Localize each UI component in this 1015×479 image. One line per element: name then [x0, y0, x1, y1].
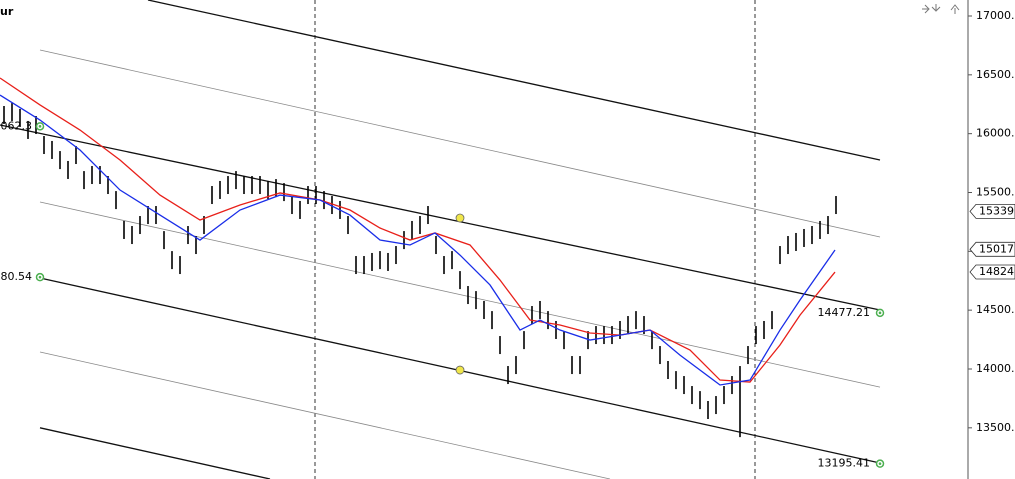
anchor-point-dot [878, 462, 882, 465]
price-tag-label: 15017.1 [979, 242, 1015, 255]
arrow-right-icon[interactable] [922, 4, 930, 14]
anchor-label: 13195.41 [818, 457, 871, 470]
price-tag-label: 15339.3 [979, 204, 1015, 217]
anchor-label: 16062.3 [0, 119, 32, 132]
price-tag [969, 241, 1015, 257]
anchor-point-dot [38, 275, 42, 279]
moving-average [0, 94, 836, 386]
y-tick-label: 13500.0 [976, 421, 1015, 434]
axis-background [968, 0, 1015, 479]
anchor-label: 14780.54 [0, 270, 32, 283]
y-tick-label: 16000.0 [976, 127, 1015, 140]
channel-line [0, 124, 881, 311]
anchor-point-dot [878, 311, 882, 315]
channel-line [39, 351, 611, 479]
channel-line [39, 201, 881, 388]
price-tag-label: 14824.1 [979, 265, 1015, 278]
toolbar-icons[interactable] [922, 4, 960, 14]
y-tick-label: 14000.0 [976, 362, 1015, 375]
anchor-point-dot [38, 125, 42, 128]
anchor-label: 14477.21 [818, 306, 871, 319]
y-tick-label: 15500.0 [976, 185, 1015, 198]
channel-line [39, 427, 271, 479]
y-tick-label: 14500.0 [976, 303, 1015, 316]
price-tag [969, 264, 1015, 280]
pivot-point [455, 365, 465, 375]
channel-line [147, 0, 881, 161]
y-tick-label: 16500.0 [976, 68, 1015, 81]
chart-title: ur [0, 5, 14, 18]
arrow-down-icon[interactable] [931, 4, 941, 12]
pivot-point [455, 213, 465, 223]
arrow-up-icon[interactable] [950, 4, 960, 14]
moving-average [0, 77, 836, 383]
price-tag [969, 204, 1015, 219]
channel-line [39, 49, 881, 238]
y-tick-label: 17000.0 [976, 9, 1015, 22]
